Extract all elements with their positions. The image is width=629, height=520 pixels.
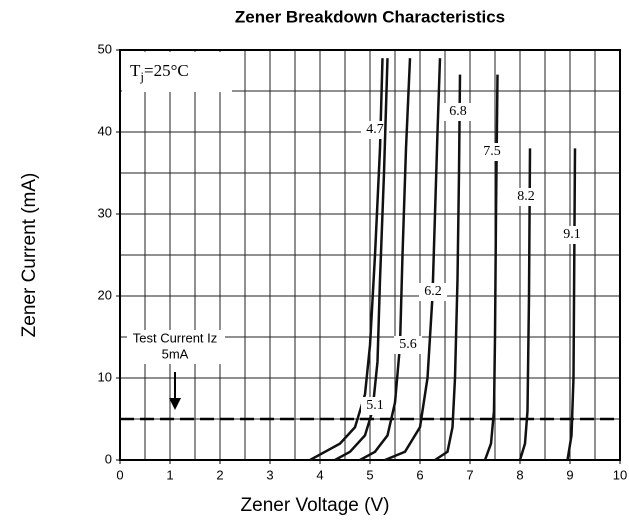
y-tick-label: 0: [105, 451, 112, 466]
y-tick-label: 10: [98, 369, 112, 384]
series-label: 5.1: [366, 398, 384, 413]
annotation-text: 5mA: [162, 346, 189, 361]
y-tick-label: 40: [98, 123, 112, 138]
x-tick-label: 3: [266, 467, 273, 482]
x-tick-label: 8: [516, 467, 523, 482]
annotation-arrowhead: [169, 398, 181, 410]
temperature-label: Tj=25°C: [130, 61, 189, 84]
temperature-symbol: T: [130, 61, 141, 80]
x-tick-label: 1: [166, 467, 173, 482]
x-tick-label: 4: [316, 467, 323, 482]
series-label-bg: [394, 336, 422, 354]
series-label: 8.2: [517, 189, 535, 204]
series-label: 6.2: [424, 284, 442, 299]
zener-curve: [309, 58, 384, 462]
annotation-text: Test Current Iz: [133, 330, 218, 345]
zener-curve: [384, 58, 442, 462]
temperature-subscript: j: [139, 69, 144, 84]
chart-title: Zener Breakdown Characteristics: [235, 7, 505, 26]
legend-box: [122, 52, 232, 92]
x-tick-label: 2: [216, 467, 223, 482]
annotation-bg: [127, 330, 225, 364]
series-label: 6.8: [449, 104, 467, 119]
series-label: 7.5: [483, 144, 501, 159]
x-tick-label: 10: [613, 467, 627, 482]
x-tick-label: 7: [466, 467, 473, 482]
x-tick-label: 5: [366, 467, 373, 482]
x-axis-label: Zener Voltage (V): [241, 495, 390, 516]
zener-curve: [359, 58, 412, 462]
series-label-bg: [419, 283, 447, 301]
series-label: 4.7: [366, 122, 384, 137]
x-tick-label: 0: [116, 467, 123, 482]
y-tick-label: 30: [98, 205, 112, 220]
zener-curve: [434, 74, 462, 462]
y-axis-label: Zener Current (mA): [19, 173, 40, 338]
series-label-bg: [361, 121, 389, 139]
y-tick-label: 20: [98, 287, 112, 302]
zener-curve: [518, 148, 532, 461]
series-label: 9.1: [563, 227, 581, 242]
zener-curve: [334, 58, 389, 462]
zener-curve: [566, 148, 577, 461]
series-label-bg: [361, 397, 389, 415]
series-label-bg: [478, 143, 506, 161]
y-tick-label: 50: [98, 41, 112, 56]
x-tick-label: 6: [416, 467, 423, 482]
zener-curve: [483, 74, 499, 461]
series-label: 5.6: [399, 337, 417, 352]
temperature-value: =25°C: [144, 61, 189, 80]
series-label-bg: [512, 188, 540, 206]
series-label-bg: [558, 226, 586, 244]
series-label-bg: [444, 103, 472, 121]
x-tick-label: 9: [566, 467, 573, 482]
